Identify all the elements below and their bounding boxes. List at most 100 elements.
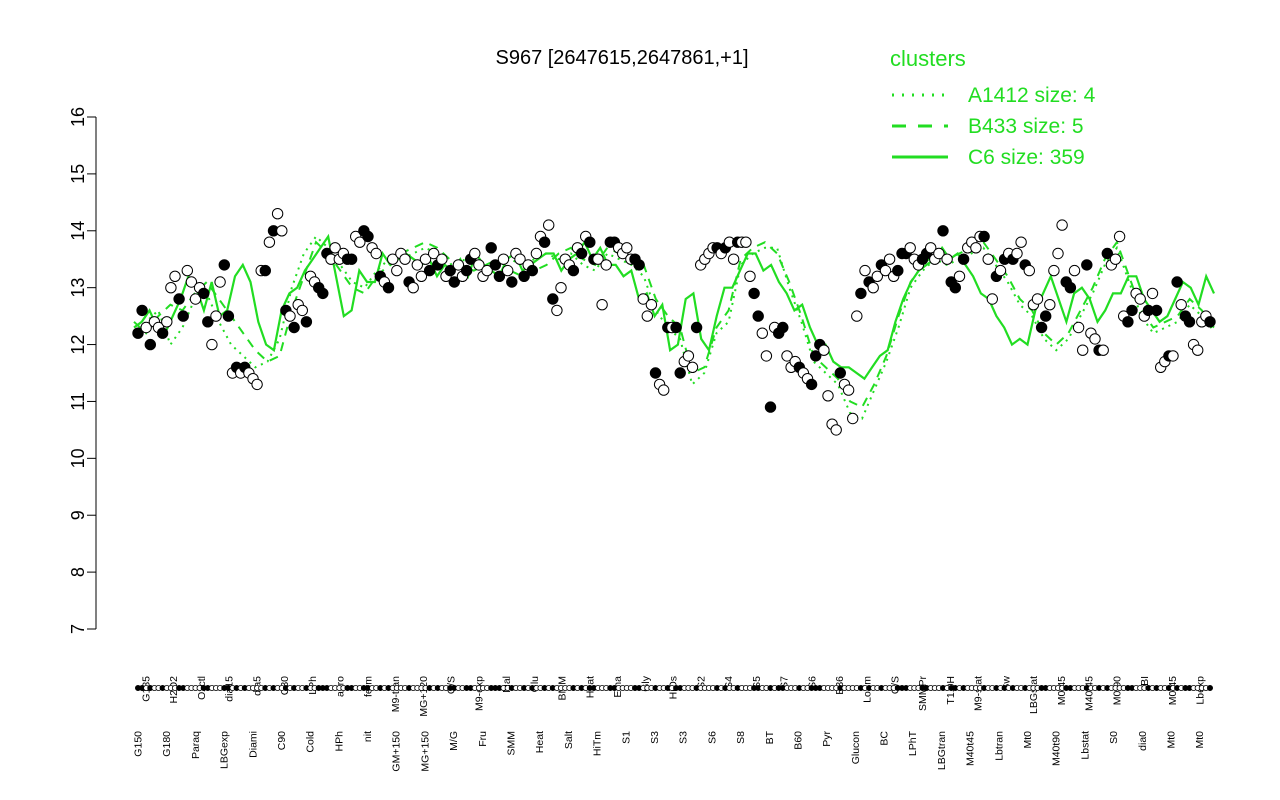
- x-tick-label-lower: S6: [706, 731, 718, 744]
- x-tick-label-lower: HiTm: [592, 731, 604, 756]
- data-point: [222, 310, 235, 322]
- x-tick-label-lower: dia0: [1137, 731, 1149, 751]
- data-point: [506, 276, 518, 288]
- data-point: [514, 253, 526, 265]
- data-point: [1192, 344, 1204, 356]
- data-point: [555, 282, 567, 294]
- data-point: [551, 304, 563, 317]
- data-point: [957, 253, 970, 265]
- data-point: [756, 327, 768, 339]
- y-tick-label: 13: [68, 278, 88, 298]
- data-point: [547, 293, 559, 305]
- data-point: [526, 264, 538, 277]
- data-point: [986, 293, 998, 305]
- data-point: [543, 219, 555, 231]
- data-point: [214, 276, 226, 288]
- x-tick-label-lower: Pyr: [821, 730, 833, 746]
- data-point: [982, 253, 994, 265]
- data-point: [567, 264, 580, 277]
- x-tick-label-lower: Glucon: [850, 731, 862, 764]
- data-point: [1068, 264, 1081, 277]
- data-point: [1031, 293, 1044, 305]
- data-point: [686, 361, 699, 373]
- x-tick-label-lower: MG+150: [419, 731, 431, 772]
- data-point: [489, 259, 501, 271]
- data-point: [329, 242, 341, 254]
- y-axis: 7 8 9 10 11 12 13 14 15 16: [68, 107, 97, 634]
- data-point: [169, 270, 181, 282]
- data-point: [436, 253, 448, 265]
- data-point: [760, 350, 773, 362]
- data-point: [198, 287, 210, 300]
- data-point: [805, 378, 818, 391]
- data-point: [592, 253, 604, 265]
- legend-label-c6: C6 size: 359: [968, 146, 1085, 169]
- data-point: [1097, 344, 1109, 356]
- data-point: [600, 259, 612, 271]
- data-point: [777, 321, 789, 334]
- x-tick-label-lower: Lbtran: [993, 731, 1005, 761]
- series-layer: [133, 233, 1216, 420]
- data-point: [284, 310, 296, 322]
- data-point: [1023, 264, 1036, 277]
- x-tick-label-upper: BI: [1139, 676, 1151, 686]
- data-point: [1081, 259, 1093, 271]
- data-point: [867, 282, 879, 294]
- data-point: [937, 225, 949, 237]
- x-tick-label-lower: M/G: [448, 731, 460, 751]
- x-tick-label-lower: B60: [792, 731, 804, 750]
- data-point: [502, 264, 514, 277]
- x-tick-label-lower: S1: [620, 731, 632, 744]
- x-tick-label-lower: Salt: [563, 731, 575, 749]
- data-point: [649, 367, 662, 379]
- data-point: [904, 242, 916, 254]
- x-tick-label-upper: M9-stat: [973, 676, 985, 711]
- data-point: [1052, 247, 1064, 260]
- data-point: [748, 287, 760, 300]
- data-point: [530, 247, 543, 260]
- data-point: [1072, 321, 1085, 334]
- data-point: [317, 287, 329, 300]
- data-point: [144, 338, 157, 351]
- data-point: [296, 304, 308, 317]
- data-point: [1183, 316, 1196, 328]
- data-point: [933, 247, 945, 260]
- data-point: [251, 378, 263, 391]
- data-point: [452, 259, 465, 271]
- y-tick-label: 16: [68, 107, 88, 127]
- data-point: [674, 367, 686, 379]
- legend-title: clusters: [890, 46, 966, 71]
- x-tick-label-lower: SMM: [506, 731, 518, 756]
- data-point: [1122, 316, 1134, 328]
- data-point: [670, 321, 682, 334]
- x-tick-label-lower: M40t45: [965, 731, 977, 766]
- y-tick-label: 8: [68, 567, 88, 577]
- series-line-dashed: [133, 240, 1215, 409]
- data-point: [1048, 264, 1060, 277]
- x-tick-label-lower: LBGexp: [219, 731, 231, 769]
- x-tick-label-lower: Fru: [477, 731, 489, 747]
- data-point: [859, 264, 871, 277]
- data-point: [428, 247, 440, 260]
- data-point: [469, 247, 481, 260]
- data-point: [538, 236, 551, 248]
- data-point: [161, 316, 173, 328]
- x-tick-label-lower: Lbstat: [1079, 731, 1091, 760]
- x-tick-label-upper: SMMPr: [917, 676, 929, 712]
- data-point: [132, 327, 144, 339]
- data-point: [744, 270, 756, 282]
- data-point: [399, 253, 411, 265]
- x-tick-label-lower: GM+150: [391, 731, 403, 772]
- legend-label-b433: B433 size: 5: [968, 115, 1084, 138]
- data-point: [382, 282, 395, 294]
- x-tick-label-lower: S0: [1108, 731, 1120, 744]
- data-point: [276, 225, 288, 237]
- data-point: [354, 236, 366, 248]
- data-point: [834, 367, 846, 379]
- data-point: [892, 264, 904, 277]
- points-layer: [132, 208, 1216, 436]
- data-point: [391, 264, 403, 277]
- data-point: [645, 299, 658, 311]
- data-point: [1204, 316, 1216, 328]
